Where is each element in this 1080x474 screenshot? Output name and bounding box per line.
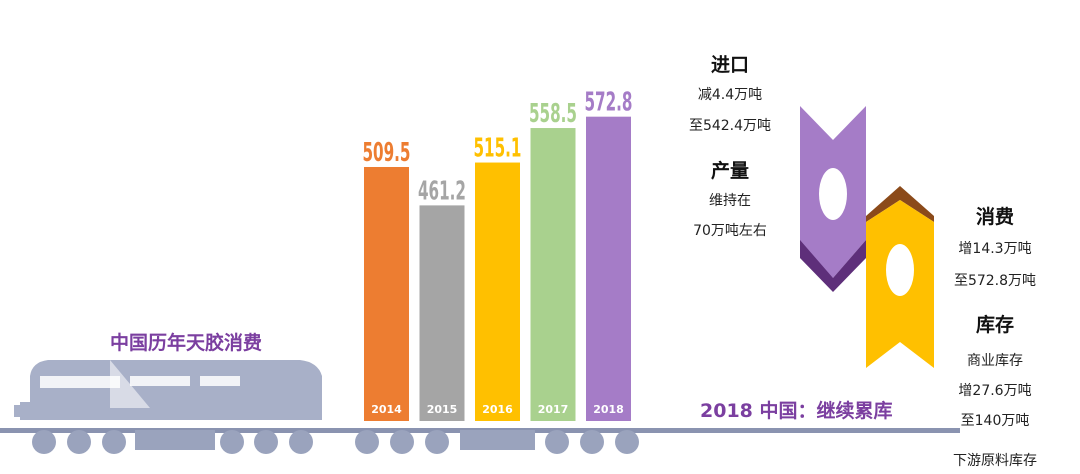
wheel [67,430,91,454]
bar-2015 [419,205,465,421]
inventory-line2: 增27.6万吨 [958,383,1032,399]
wheel [220,430,244,454]
import-line2: 至542.4万吨 [688,118,772,134]
consumption-chevron-shape [866,186,934,368]
wheel-bogie [135,430,215,450]
production-line2: 70万吨左右 [693,223,767,239]
consumption-line2: 至572.8万吨 [953,273,1037,289]
bar-2014 [364,166,409,421]
import-title: 进口 [710,54,749,76]
wheel-bogie [460,430,535,450]
category-label-2015: 2015 [427,403,458,416]
wheel [615,430,639,454]
wheel [390,430,414,454]
headline: 2018 中国：继续累库 [700,400,893,422]
wheel [355,430,379,454]
chart-title: 中国历年天胶消费 [110,332,263,354]
import-chevron-shape [800,106,866,292]
inventory-title: 库存 [975,314,1014,336]
wheel [289,430,313,454]
consumption-title: 消费 [975,206,1014,228]
value-label-2014: 509.5 [363,138,411,168]
consumption-line1: 增14.3万吨 [958,241,1032,257]
wheel [102,430,126,454]
category-label-2014: 2014 [371,403,402,416]
bar-2017 [530,128,576,422]
train-locomotive [14,360,322,420]
wheel [425,430,449,454]
import-line1: 减4.4万吨 [697,87,763,103]
bar-2016 [475,162,520,421]
inventory-line3: 至140万吨 [960,413,1030,429]
bar-2018 [586,116,631,421]
value-label-2015: 461.2 [418,176,466,206]
value-label-2017: 558.5 [529,99,577,129]
production-line1: 维持在 [709,193,751,209]
wheel [254,430,278,454]
production-title: 产量 [710,160,749,182]
inventory-line1: 商业库存 [967,353,1023,369]
value-label-2018: 572.8 [585,88,633,118]
value-label-2016: 515.1 [474,134,522,164]
category-label-2017: 2017 [538,403,569,416]
wheel [32,430,56,454]
category-label-2018: 2018 [593,403,624,416]
category-label-2016: 2016 [482,403,513,416]
inventory-line4: 下游原料库存 [953,453,1037,469]
wheel [545,430,569,454]
wheel [580,430,604,454]
train-wheels [32,430,639,454]
